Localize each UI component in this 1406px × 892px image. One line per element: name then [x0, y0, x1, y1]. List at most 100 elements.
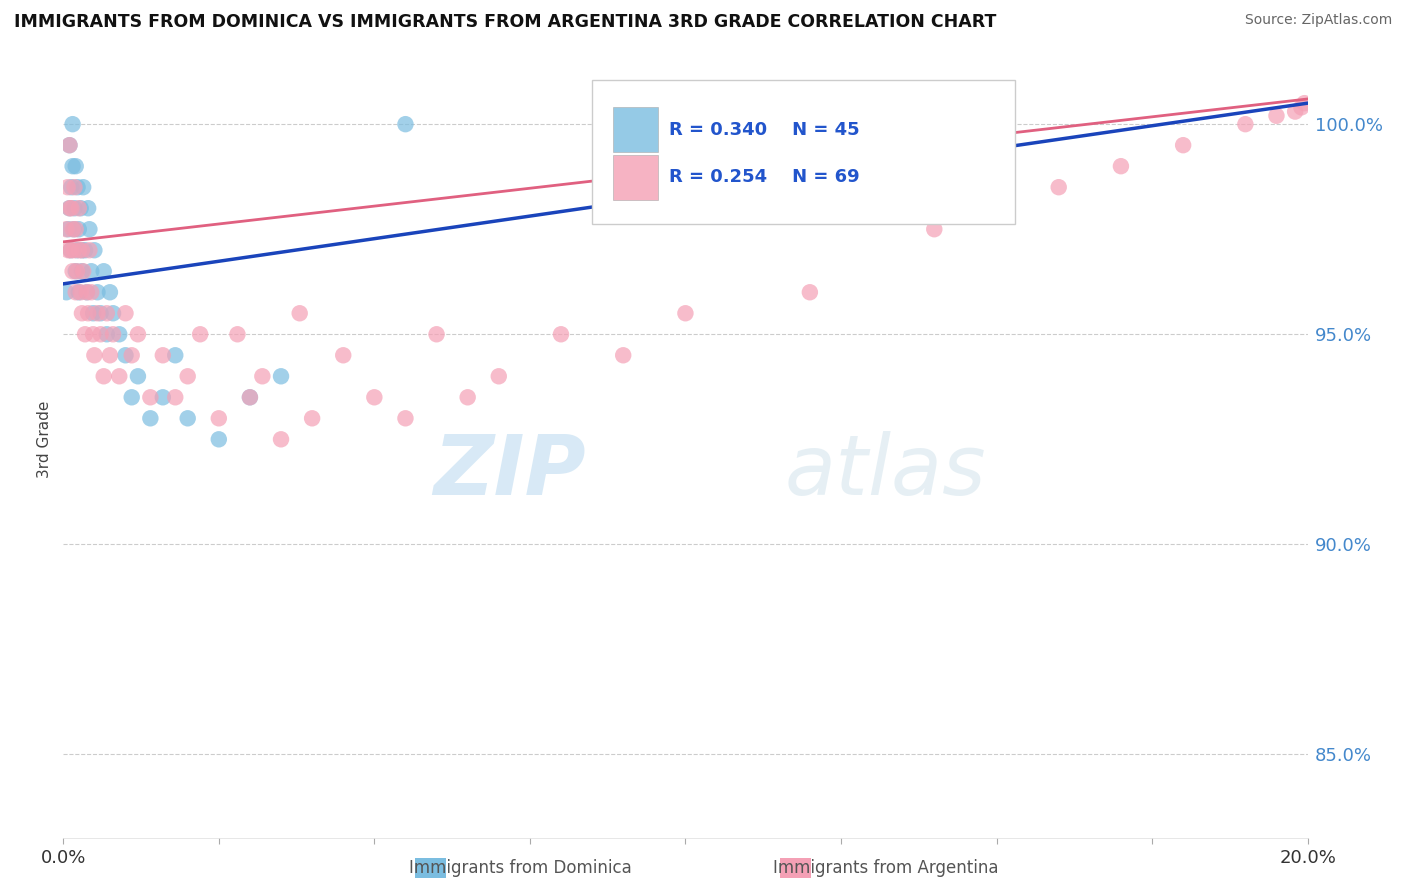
Point [65, 264, 87, 278]
Text: Immigrants from Argentina: Immigrants from Argentina [773, 859, 998, 877]
Point [66, 180, 89, 194]
FancyBboxPatch shape [592, 80, 1015, 224]
Point [96, 306, 118, 320]
Point [63, 244, 86, 258]
Point [70, 244, 93, 258]
FancyBboxPatch shape [613, 107, 658, 152]
Point [986, 201, 1008, 215]
Point [62, 264, 84, 278]
Point [67, 201, 90, 215]
Point [77, 306, 100, 320]
Point [1284, 104, 1306, 119]
Point [58, 244, 80, 258]
Point [93, 369, 115, 384]
Point [58, 138, 80, 153]
Point [799, 285, 821, 300]
Y-axis label: 3rd Grade: 3rd Grade [37, 401, 52, 478]
Text: ZIP: ZIP [433, 431, 586, 512]
Point [488, 369, 510, 384]
Point [208, 411, 231, 425]
Point [65, 222, 87, 236]
Point [58, 138, 80, 153]
Text: Immigrants from Dominica: Immigrants from Dominica [409, 859, 631, 877]
Point [114, 348, 136, 362]
Point [73, 244, 96, 258]
Point [675, 306, 697, 320]
Point [93, 264, 115, 278]
Point [177, 411, 200, 425]
Point [69, 201, 91, 215]
Point [67, 285, 90, 300]
Point [270, 433, 292, 447]
Point [165, 390, 187, 404]
Point [127, 369, 149, 384]
Text: atlas: atlas [785, 431, 987, 512]
Point [63, 222, 86, 236]
Point [252, 369, 274, 384]
Point [612, 348, 634, 362]
Point [65, 285, 87, 300]
Text: R = 0.340    N = 45: R = 0.340 N = 45 [669, 120, 860, 138]
Point [165, 348, 187, 362]
Point [363, 390, 385, 404]
Point [1109, 159, 1132, 173]
Point [72, 264, 94, 278]
Point [101, 306, 124, 320]
Point [60, 201, 83, 215]
Point [139, 411, 162, 425]
Point [65, 159, 87, 173]
Point [152, 348, 174, 362]
Point [83, 244, 105, 258]
Point [62, 117, 84, 131]
Point [90, 306, 112, 320]
Point [76, 285, 98, 300]
Point [1047, 180, 1070, 194]
Point [58, 201, 80, 215]
Point [924, 222, 946, 236]
Point [58, 222, 80, 236]
FancyBboxPatch shape [613, 155, 658, 200]
Point [70, 244, 93, 258]
Point [550, 327, 572, 342]
Point [239, 390, 262, 404]
Text: Source: ZipAtlas.com: Source: ZipAtlas.com [1244, 13, 1392, 28]
Point [98, 348, 121, 362]
Point [76, 285, 98, 300]
Point [121, 348, 143, 362]
Point [62, 159, 84, 173]
Point [67, 244, 90, 258]
Point [426, 327, 449, 342]
Point [114, 306, 136, 320]
Point [72, 180, 94, 194]
Point [226, 327, 249, 342]
Point [1173, 138, 1195, 153]
Point [270, 369, 292, 384]
Point [58, 201, 80, 215]
Point [82, 306, 104, 320]
Point [79, 222, 101, 236]
Point [59, 244, 82, 258]
Point [80, 285, 103, 300]
Point [121, 390, 143, 404]
Point [59, 244, 82, 258]
Point [83, 348, 105, 362]
Point [86, 306, 108, 320]
Point [77, 201, 100, 215]
Point [1265, 109, 1288, 123]
Point [394, 411, 416, 425]
Point [108, 369, 131, 384]
Point [63, 201, 86, 215]
Point [96, 327, 118, 342]
Point [69, 285, 91, 300]
Point [1234, 117, 1257, 131]
Point [62, 222, 84, 236]
Point [152, 390, 174, 404]
Point [56, 180, 79, 194]
Point [1291, 100, 1313, 114]
Point [66, 244, 89, 258]
Point [63, 180, 86, 194]
Point [288, 306, 311, 320]
Point [86, 285, 108, 300]
Point [80, 264, 103, 278]
Point [79, 244, 101, 258]
